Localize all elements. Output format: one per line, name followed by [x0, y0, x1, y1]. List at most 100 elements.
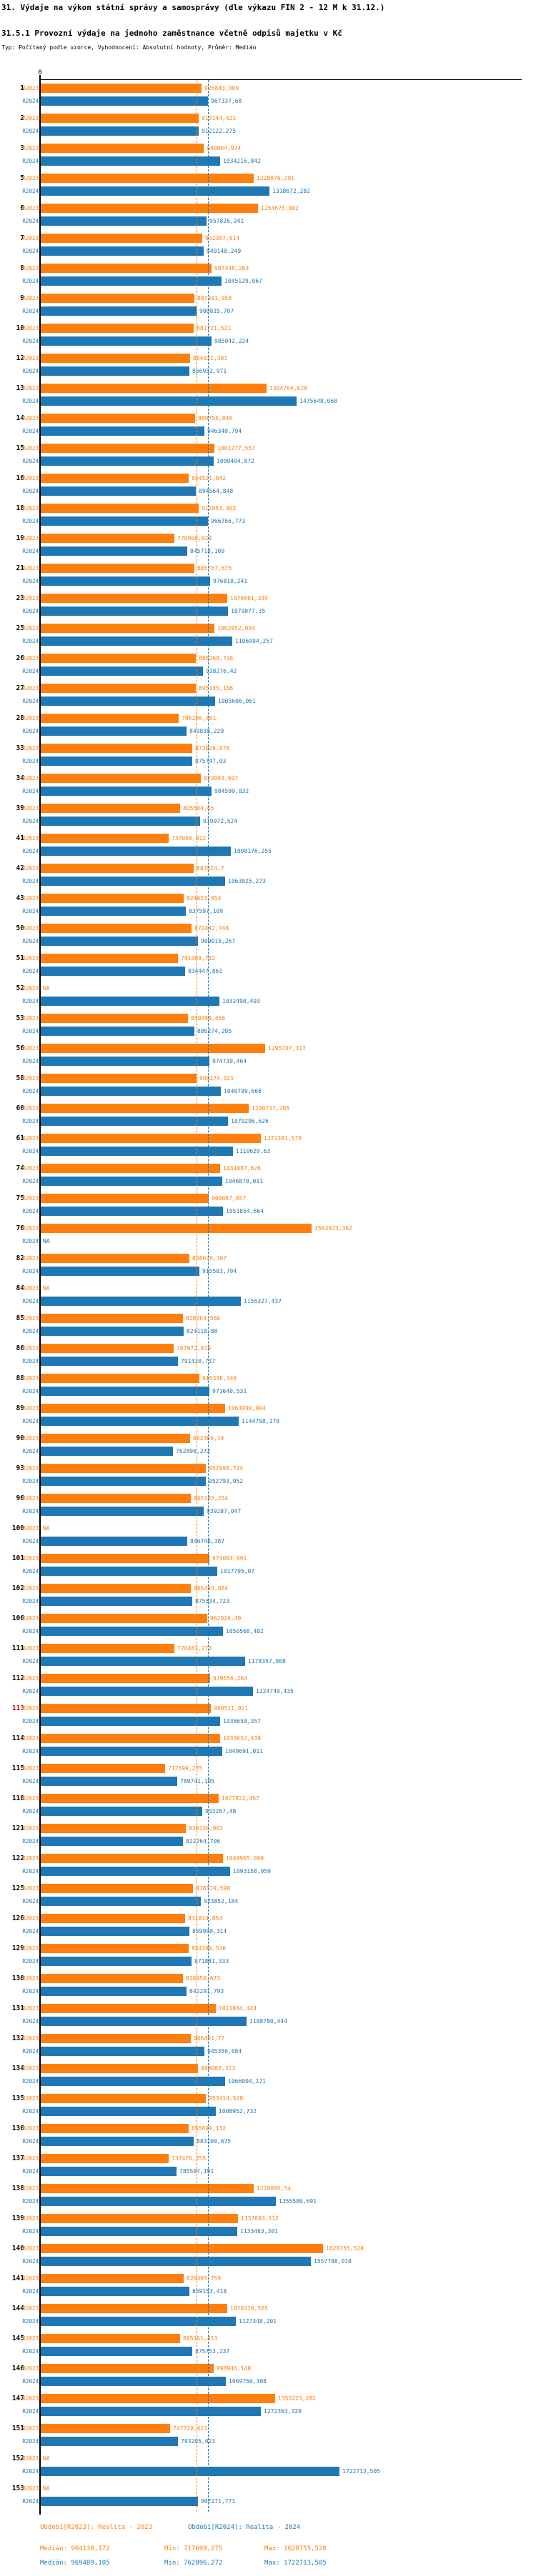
value-label-r2024: 984599,832 — [214, 788, 249, 794]
bar-r2024 — [41, 186, 269, 196]
value-label-r2023: 979556,264 — [213, 1675, 248, 1682]
bar-r2024 — [41, 1987, 187, 1996]
value-label-r2024: 1066004,171 — [228, 2078, 266, 2085]
row-number: 58 — [16, 1074, 24, 1082]
value-label-r2023: 796206,481 — [182, 715, 217, 722]
series-label-r2023: R2023 — [22, 505, 39, 511]
row-number: 51 — [16, 954, 24, 962]
value-label-r2023: 1254675,002 — [261, 205, 299, 211]
bar-r2024 — [41, 1807, 202, 1816]
series-label-r2023: R2023 — [22, 1945, 39, 1952]
bar-r2024 — [41, 1507, 204, 1516]
series-label-r2024: R2024 — [22, 2288, 39, 2295]
value-label-r2023: 831814,854 — [188, 1915, 223, 1922]
value-label-r2023: 1076316,565 — [230, 2305, 268, 2312]
series-label-r2023: R2023 — [22, 1195, 39, 1202]
bar-r2024 — [41, 306, 197, 316]
series-label-r2023: R2023 — [22, 1525, 39, 1532]
value-label-r2024: 1069750,308 — [229, 2378, 267, 2385]
row-number: 53 — [16, 1014, 24, 1022]
bar-r2023 — [41, 1764, 165, 1773]
value-label-r2024: 1040799,668 — [224, 1088, 262, 1094]
bar-r2023 — [41, 1704, 211, 1713]
row-number: 137 — [11, 2155, 24, 2162]
series-label-r2024: R2024 — [22, 1988, 39, 1995]
series-label-r2024: R2024 — [22, 1448, 39, 1454]
bar-r2024 — [41, 1027, 194, 1036]
series-label-r2023: R2023 — [22, 2125, 39, 2132]
series-label-r2024: R2024 — [22, 968, 39, 974]
value-label-r2023: 855699,132 — [192, 2125, 227, 2132]
series-label-r2024: R2024 — [22, 2198, 39, 2205]
bar-r2024 — [41, 847, 231, 856]
row-number: 21 — [16, 564, 24, 572]
series-label-r2024: R2024 — [22, 218, 39, 224]
series-label-r2023: R2023 — [22, 985, 39, 992]
bar-r2023 — [41, 2214, 238, 2223]
series-label-r2023: R2023 — [22, 925, 39, 932]
series-label-r2023: R2023 — [22, 655, 39, 662]
series-label-r2023: R2023 — [22, 1105, 39, 1112]
row-number: 132 — [11, 2035, 24, 2042]
series-label-r2024: R2024 — [22, 1958, 39, 1965]
bar-r2023 — [41, 384, 267, 393]
series-label-r2024: R2024 — [22, 458, 39, 464]
series-label-r2024: R2024 — [22, 428, 39, 434]
series-label-r2024: R2024 — [22, 1328, 39, 1334]
bar-r2023 — [41, 84, 202, 93]
value-label-r2024: 1127348,201 — [239, 2318, 277, 2325]
row-number: 7 — [20, 234, 24, 242]
value-label-r2023: 913144,421 — [202, 115, 237, 121]
bar-r2023 — [41, 684, 196, 693]
stat-min-2023: Min: 717699,275 — [164, 2545, 223, 2552]
value-label-r2024: 912122,275 — [202, 128, 237, 134]
value-label-r2024: 1475648,068 — [299, 398, 337, 404]
row-number: 121 — [11, 1824, 24, 1832]
bar-r2024 — [41, 1867, 230, 1876]
series-label-r2024: R2024 — [22, 818, 39, 824]
bar-r2023 — [41, 1794, 219, 1803]
row-number: 42 — [16, 864, 24, 872]
series-label-r2023: R2023 — [22, 1225, 39, 1232]
bar-r2023 — [41, 1224, 312, 1233]
value-label-r2023: 826365,759 — [187, 2275, 222, 2282]
value-label-r2023: 974093,991 — [212, 1555, 247, 1562]
bar-r2024 — [41, 1747, 222, 1756]
row-number: 10 — [16, 324, 24, 332]
bar-r2023 — [41, 624, 214, 633]
series-label-r2024: R2024 — [22, 2228, 39, 2235]
value-label-r2023: 791099,742 — [181, 955, 216, 962]
value-label-r2024: 875534,723 — [195, 1598, 230, 1604]
bar-r2024 — [41, 937, 198, 946]
bar-r2024 — [41, 757, 192, 766]
series-label-r2024: R2024 — [22, 1268, 39, 1274]
bar-r2023 — [41, 2304, 227, 2313]
value-label-r2024: 974739,464 — [212, 1058, 247, 1064]
value-label-r2023: 1001277,557 — [217, 445, 255, 451]
series-label-r2024: R2024 — [22, 638, 39, 644]
row-number: 18 — [16, 504, 24, 512]
row-number: 82 — [16, 1254, 24, 1262]
row-number: 74 — [16, 1164, 24, 1172]
value-label-r2024: 1063025,273 — [228, 878, 266, 884]
stat-max-2024: Max: 1722713,505 — [264, 2560, 327, 2567]
series-label-r2024: R2024 — [22, 908, 39, 914]
row-number: 153 — [11, 2485, 24, 2492]
bar-r2023 — [41, 714, 179, 723]
bar-r2023 — [41, 204, 258, 213]
series-label-r2023: R2023 — [22, 1735, 39, 1742]
series-label-r2023: R2023 — [22, 1345, 39, 1352]
value-label-r2023: 873026,076 — [195, 745, 230, 752]
series-label-r2024: R2024 — [22, 2108, 39, 2115]
value-label-r2023: 987448,263 — [214, 265, 249, 271]
row-number: 19 — [16, 534, 24, 542]
bar-r2024 — [41, 1087, 221, 1096]
value-label-r2024: 1008952,732 — [219, 2108, 257, 2115]
bar-r2024 — [41, 1477, 206, 1486]
stat-max-2023: Max: 1628755,528 — [264, 2545, 327, 2552]
series-label-r2023: R2023 — [22, 1675, 39, 1682]
value-label-r2024: 793205,023 — [181, 2438, 216, 2445]
bar-r2023 — [41, 1734, 220, 1743]
bar-r2023 — [41, 1254, 189, 1263]
series-label-r2023: R2023 — [22, 1435, 39, 1442]
